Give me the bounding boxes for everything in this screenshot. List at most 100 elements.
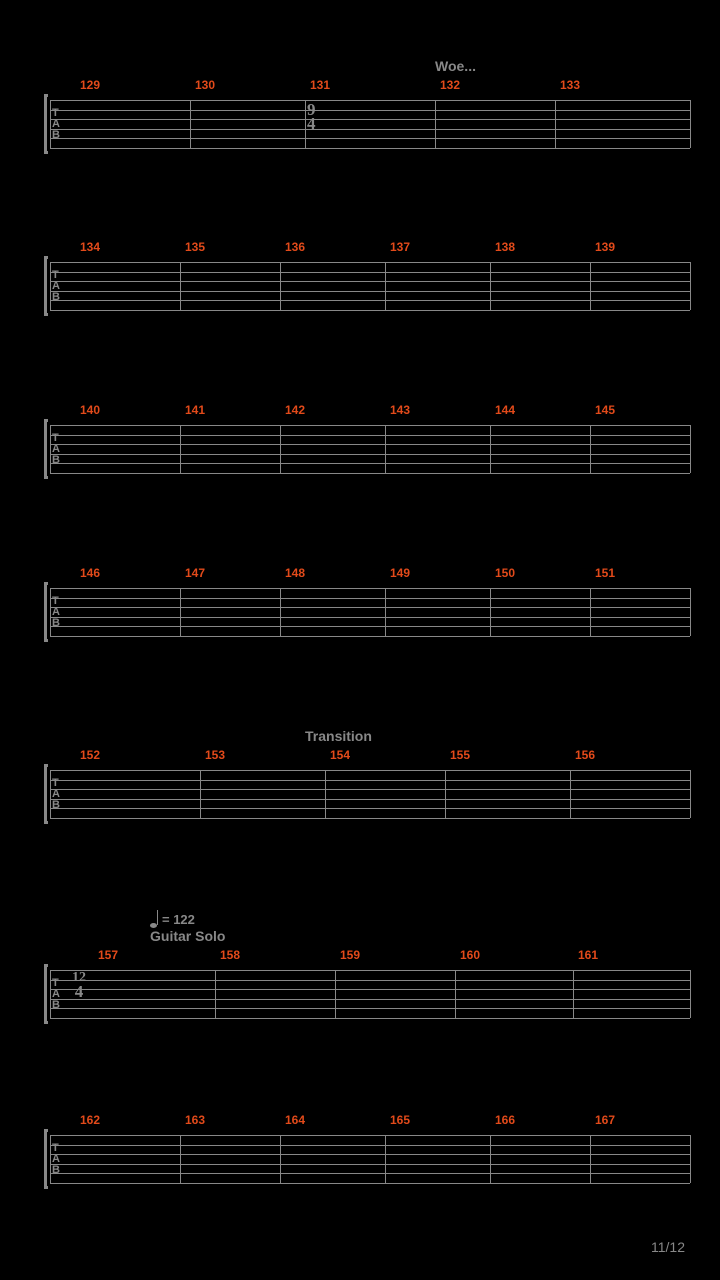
time-signature: 94 — [307, 103, 316, 131]
page-number: 11/12 — [651, 1239, 685, 1255]
staff-system: TAB162163164165166167 — [50, 1135, 690, 1183]
barline — [590, 262, 591, 310]
measure-number: 132 — [440, 78, 460, 92]
measure-number: 134 — [80, 240, 100, 254]
measure-number: 144 — [495, 403, 515, 417]
barline — [180, 1135, 181, 1183]
barline — [50, 262, 51, 310]
staff-system: 94TABWoe...129130131132133 — [50, 100, 690, 148]
barline — [690, 770, 691, 818]
barline — [690, 100, 691, 148]
barline — [570, 770, 571, 818]
staff-system: TAB146147148149150151 — [50, 588, 690, 636]
measure-number: 131 — [310, 78, 330, 92]
barline — [555, 100, 556, 148]
barline — [50, 770, 51, 818]
measure-number: 164 — [285, 1113, 305, 1127]
barline — [445, 770, 446, 818]
staff-lines — [50, 770, 690, 818]
staff-bracket — [44, 256, 48, 316]
staff-lines — [50, 1135, 690, 1183]
tab-clef: TAB — [52, 262, 59, 310]
barline — [50, 425, 51, 473]
barline — [335, 970, 336, 1018]
measure-number: 130 — [195, 78, 215, 92]
barline — [280, 588, 281, 636]
measure-number: 158 — [220, 948, 240, 962]
measure-number: 133 — [560, 78, 580, 92]
barline — [490, 588, 491, 636]
barline — [690, 262, 691, 310]
barline — [490, 1135, 491, 1183]
barline — [385, 588, 386, 636]
barline — [385, 262, 386, 310]
barline — [435, 100, 436, 148]
barline — [490, 262, 491, 310]
barline — [280, 425, 281, 473]
staff-system: TABTransition152153154155156 — [50, 770, 690, 818]
barline — [385, 425, 386, 473]
measure-number: 167 — [595, 1113, 615, 1127]
barline — [180, 588, 181, 636]
measure-number: 148 — [285, 566, 305, 580]
measure-number: 137 — [390, 240, 410, 254]
quarter-note-icon — [150, 910, 158, 928]
barline — [573, 970, 574, 1018]
staff-bracket — [44, 582, 48, 642]
barline — [590, 425, 591, 473]
barline — [490, 425, 491, 473]
barline — [690, 425, 691, 473]
measure-number: 142 — [285, 403, 305, 417]
measure-number: 155 — [450, 748, 470, 762]
staff-bracket — [44, 964, 48, 1024]
measure-number: 150 — [495, 566, 515, 580]
staff-system: 124TABGuitar Solo= 122157158159160161 — [50, 970, 690, 1018]
section-label: Woe... — [435, 58, 476, 74]
barline — [50, 588, 51, 636]
tempo-value: = 122 — [162, 912, 195, 927]
staff-lines: 124 — [50, 970, 690, 1018]
staff-lines — [50, 262, 690, 310]
measure-number: 157 — [98, 948, 118, 962]
staff-system: TAB134135136137138139 — [50, 262, 690, 310]
measure-number: 139 — [595, 240, 615, 254]
section-label: Guitar Solo — [150, 928, 225, 944]
measure-number: 151 — [595, 566, 615, 580]
section-label: Transition — [305, 728, 372, 744]
tab-clef: TAB — [52, 100, 59, 148]
measure-number: 159 — [340, 948, 360, 962]
measure-number: 145 — [595, 403, 615, 417]
measure-number: 153 — [205, 748, 225, 762]
measure-number: 160 — [460, 948, 480, 962]
measure-number: 147 — [185, 566, 205, 580]
barline — [690, 588, 691, 636]
time-signature: 124 — [72, 972, 86, 1000]
measure-number: 162 — [80, 1113, 100, 1127]
staff-lines — [50, 425, 690, 473]
measure-number: 140 — [80, 403, 100, 417]
measure-number: 152 — [80, 748, 100, 762]
staff-system: TAB140141142143144145 — [50, 425, 690, 473]
staff-lines: 94 — [50, 100, 690, 148]
barline — [690, 970, 691, 1018]
barline — [50, 970, 51, 1018]
barline — [305, 100, 306, 148]
measure-number: 166 — [495, 1113, 515, 1127]
staff-lines — [50, 588, 690, 636]
tempo-marking: = 122 — [150, 910, 195, 928]
staff-bracket — [44, 764, 48, 824]
measure-number: 138 — [495, 240, 515, 254]
barline — [190, 100, 191, 148]
staff-bracket — [44, 94, 48, 154]
barline — [50, 1135, 51, 1183]
barline — [280, 262, 281, 310]
tab-clef: TAB — [52, 1135, 59, 1183]
barline — [690, 1135, 691, 1183]
measure-number: 163 — [185, 1113, 205, 1127]
tab-clef: TAB — [52, 588, 59, 636]
barline — [180, 262, 181, 310]
staff-bracket — [44, 419, 48, 479]
barline — [200, 770, 201, 818]
barline — [180, 425, 181, 473]
measure-number: 143 — [390, 403, 410, 417]
